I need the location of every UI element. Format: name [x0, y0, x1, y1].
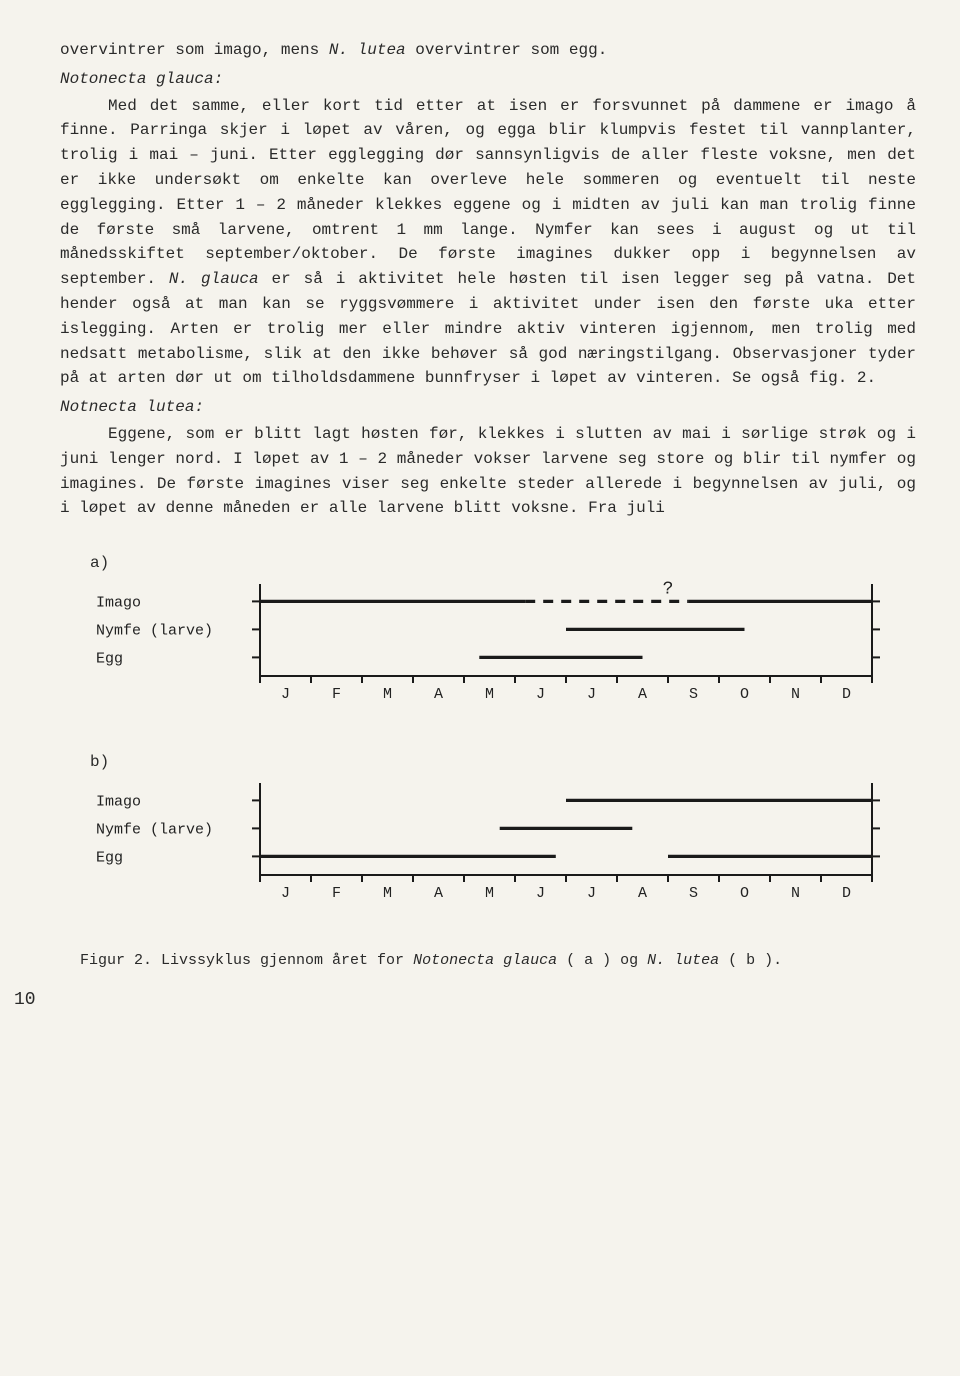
species-name: N. glauca	[169, 270, 259, 288]
svg-text:M: M	[485, 686, 494, 703]
svg-text:O: O	[740, 885, 749, 902]
figure-2: a) Imago Nymfe (larve) Egg J F M A M J J A S O N D? b)…	[90, 551, 916, 972]
text: Med det samme, eller kort tid etter at i…	[60, 97, 916, 289]
svg-text:A: A	[638, 686, 647, 703]
svg-text:M: M	[383, 885, 392, 902]
svg-text:O: O	[740, 686, 749, 703]
svg-text:F: F	[332, 885, 341, 902]
svg-text:Imago: Imago	[96, 793, 141, 810]
svg-text:J: J	[281, 686, 290, 703]
page-number: 10	[14, 987, 916, 1015]
species-name: N. lutea	[329, 41, 406, 59]
text: Figur 2. Livssyklus gjennom året for	[80, 952, 413, 969]
svg-text:F: F	[332, 686, 341, 703]
paragraph-lutea: Eggene, som er blitt lagt høsten før, kl…	[60, 422, 916, 521]
text: overvintrer som imago, mens	[60, 41, 329, 59]
svg-text:M: M	[383, 686, 392, 703]
text: ( a ) og	[557, 952, 647, 969]
svg-text:D: D	[842, 686, 851, 703]
species-name: N. lutea	[647, 952, 719, 969]
svg-text:Nymfe (larve): Nymfe (larve)	[96, 821, 213, 838]
paragraph-intro: overvintrer som imago, mens N. lutea ove…	[60, 38, 916, 63]
lifecycle-chart-b: Imago Nymfe (larve) Egg J F M A M J J A S O N D	[90, 779, 880, 907]
section-heading-glauca: Notonecta glauca:	[60, 67, 916, 92]
svg-text:Egg: Egg	[96, 650, 123, 667]
panel-label-a: a)	[90, 551, 916, 576]
chart-panel-a: a) Imago Nymfe (larve) Egg J F M A M J J A S O N D?	[90, 551, 916, 708]
chart-panel-b: b) Imago Nymfe (larve) Egg J F M A M J J A S O N D	[90, 750, 916, 907]
svg-text:J: J	[587, 686, 596, 703]
svg-text:Egg: Egg	[96, 849, 123, 866]
paragraph-glauca: Med det samme, eller kort tid etter at i…	[60, 94, 916, 392]
section-heading-lutea: Notnecta lutea:	[60, 395, 916, 420]
svg-text:J: J	[281, 885, 290, 902]
species-name: Notonecta glauca	[413, 952, 557, 969]
svg-text:?: ?	[663, 580, 674, 599]
svg-text:N: N	[791, 885, 800, 902]
svg-text:M: M	[485, 885, 494, 902]
svg-text:J: J	[536, 686, 545, 703]
svg-text:D: D	[842, 885, 851, 902]
svg-text:S: S	[689, 686, 698, 703]
text: overvintrer som egg.	[406, 41, 608, 59]
svg-text:Imago: Imago	[96, 594, 141, 611]
svg-text:A: A	[434, 885, 443, 902]
svg-text:J: J	[587, 885, 596, 902]
svg-text:N: N	[791, 686, 800, 703]
svg-text:A: A	[434, 686, 443, 703]
svg-text:S: S	[689, 885, 698, 902]
svg-text:J: J	[536, 885, 545, 902]
text: ( b ).	[719, 952, 782, 969]
lifecycle-chart-a: Imago Nymfe (larve) Egg J F M A M J J A S O N D?	[90, 580, 880, 708]
panel-label-b: b)	[90, 750, 916, 775]
figure-caption: Figur 2. Livssyklus gjennom året for Not…	[80, 949, 916, 972]
svg-text:A: A	[638, 885, 647, 902]
svg-text:Nymfe (larve): Nymfe (larve)	[96, 622, 213, 639]
